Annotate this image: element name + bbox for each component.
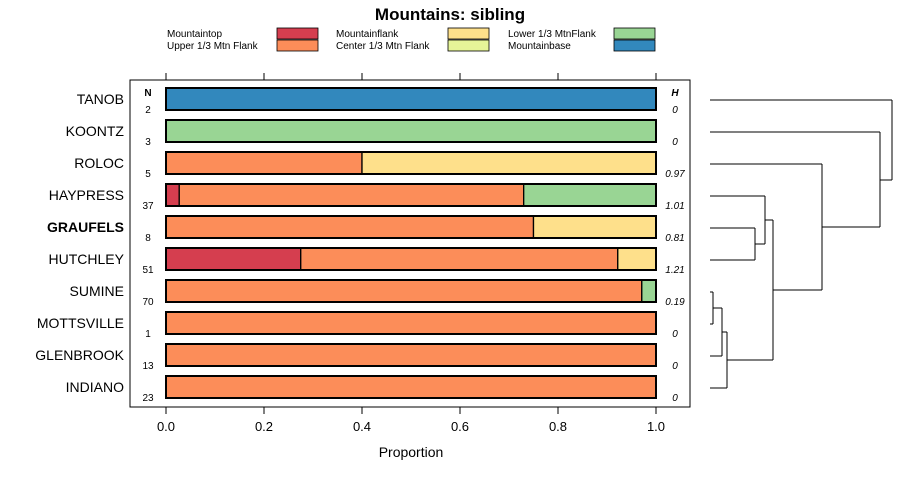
x-tick-label: 0.0	[157, 419, 175, 434]
x-tick-label: 0.8	[549, 419, 567, 434]
bar-segment	[165, 183, 180, 207]
legend-label: Lower 1/3 MtnFlank	[508, 29, 597, 40]
legend-swatch	[447, 27, 490, 40]
legend-swatch	[276, 39, 319, 52]
row-n-value: 8	[145, 233, 151, 244]
dendrogram-branch	[772, 100, 893, 360]
bar-segment	[300, 247, 619, 271]
row-n-value: 13	[142, 361, 154, 372]
bar-segment	[165, 375, 657, 399]
legend-swatch	[447, 39, 490, 52]
axes-group: 0.0 0.2 0.4 0.6 0.8 1.0	[157, 73, 665, 434]
bar-outline	[165, 279, 657, 303]
dendrogram-branch	[710, 99, 892, 389]
row-h-value: 0	[672, 105, 678, 116]
row-n-value: 70	[142, 297, 154, 308]
bar-outline	[165, 247, 657, 271]
dendrogram-branch	[754, 196, 773, 260]
legend-swatch	[613, 27, 656, 40]
bar-outline	[165, 343, 657, 367]
row-h-value: 0.81	[665, 233, 684, 244]
row-h-value: 0	[672, 329, 678, 340]
bar-segment	[617, 247, 657, 271]
bar-outline	[165, 311, 657, 335]
row-h-value: 0.97	[665, 169, 685, 180]
row-n-value: 1	[145, 329, 151, 340]
plot-frame	[129, 79, 691, 408]
row-label: SUMINE	[70, 283, 124, 299]
bars-group: TANOB 2 0 KOONTZ 3 0 ROLOC 5 0.97 HAYPRESS 37 1.01 G…	[35, 87, 685, 404]
row-h-value: 0.19	[665, 297, 685, 308]
row-label: ROLOC	[74, 155, 124, 171]
row-h-value: 1.01	[665, 201, 684, 212]
bar-segment	[165, 119, 657, 143]
legend-label: Mountainflank	[336, 29, 399, 40]
row-label: HAYPRESS	[49, 187, 124, 203]
bar-outline	[165, 151, 657, 175]
bar-segment	[361, 151, 657, 175]
legend-label: Mountainbase	[508, 41, 571, 52]
row-n-value: 2	[145, 105, 151, 116]
dendrogram-branch	[712, 292, 773, 388]
legend-swatch	[276, 27, 319, 40]
row-h-value: 0	[672, 393, 678, 404]
chart-title: Mountains: sibling	[375, 5, 525, 24]
x-tick-label: 0.2	[255, 419, 273, 434]
row-h-value: 1.21	[665, 265, 684, 276]
bar-segment	[178, 183, 525, 207]
row-label: INDIANO	[66, 379, 124, 395]
bar-segment	[641, 279, 657, 303]
bar-segment	[165, 311, 657, 335]
bar-outline	[165, 119, 657, 143]
bar-segment	[532, 215, 657, 239]
bar-outline	[165, 183, 657, 207]
bar-segment	[165, 343, 657, 367]
row-label: GRAUFELS	[47, 219, 124, 235]
x-axis-label: Proportion	[379, 444, 444, 460]
dendrogram	[710, 99, 893, 389]
row-n-value: 37	[142, 201, 154, 212]
x-tick-label: 0.4	[353, 419, 371, 434]
row-label: HUTCHLEY	[49, 251, 125, 267]
row-n-value: 5	[145, 169, 151, 180]
bar-segment	[165, 247, 302, 271]
legend-label: Mountaintop	[167, 29, 222, 40]
bar-outline	[165, 375, 657, 399]
row-label: GLENBROOK	[35, 347, 124, 363]
row-label: MOTTSVILLE	[37, 315, 124, 331]
bar-outline	[165, 215, 657, 239]
legend-swatch	[613, 39, 656, 52]
bar-segment	[165, 215, 535, 239]
bar-segment	[165, 279, 643, 303]
n-column-header: N	[144, 88, 151, 99]
x-tick-label: 1.0	[647, 419, 665, 434]
row-label: TANOB	[77, 91, 124, 107]
bar-segment	[165, 87, 657, 111]
row-n-value: 23	[142, 393, 154, 404]
bar-segment	[523, 183, 657, 207]
legend-label: Upper 1/3 Mtn Flank	[167, 41, 259, 52]
bar-outline	[165, 87, 657, 111]
row-n-value: 3	[145, 137, 151, 148]
row-h-value: 0	[672, 137, 678, 148]
row-h-value: 0	[672, 361, 678, 372]
bar-segment	[165, 151, 363, 175]
row-n-value: 51	[142, 265, 154, 276]
legend-label: Center 1/3 Mtn Flank	[336, 41, 430, 52]
h-column-header: H	[671, 88, 679, 99]
x-tick-label: 0.6	[451, 419, 469, 434]
row-label: KOONTZ	[66, 123, 125, 139]
